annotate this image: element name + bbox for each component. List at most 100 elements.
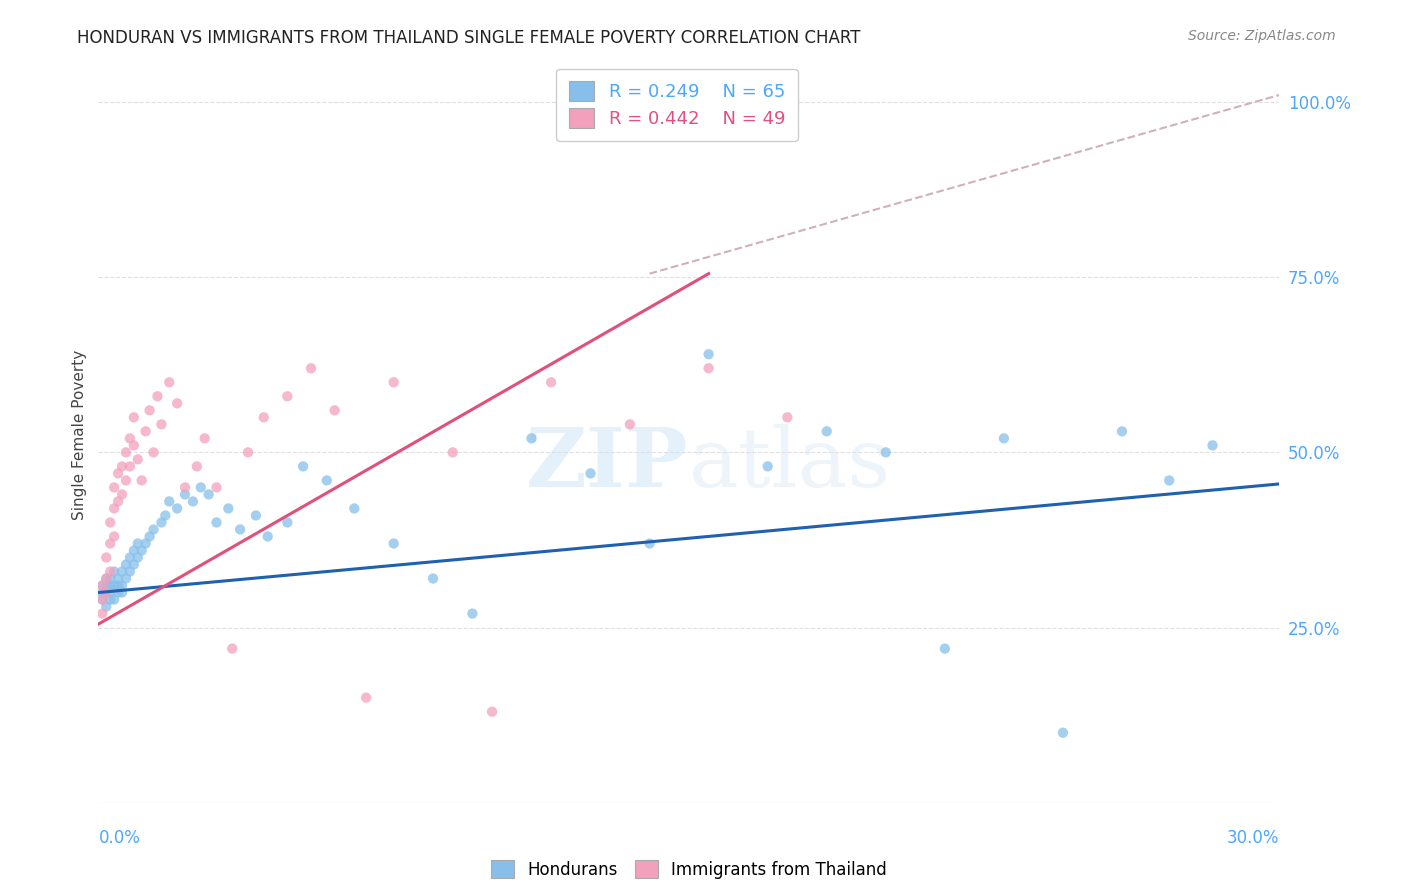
Point: [91, 578, 114, 592]
Point: [166, 396, 188, 410]
Point: [174, 487, 197, 501]
Point: [96, 572, 118, 586]
Point: [118, 431, 141, 445]
Point: [98, 536, 121, 550]
Point: [382, 376, 405, 390]
Point: [103, 592, 125, 607]
Point: [1159, 474, 1181, 488]
Point: [115, 445, 138, 459]
Point: [276, 389, 298, 403]
Point: [96, 578, 118, 592]
Point: [1201, 438, 1223, 452]
Point: [96, 585, 118, 599]
Point: [382, 536, 405, 550]
Legend: Hondurans, Immigrants from Thailand: Hondurans, Immigrants from Thailand: [482, 852, 896, 887]
Point: [1052, 725, 1074, 739]
Point: [323, 403, 346, 417]
Point: [111, 565, 134, 579]
Point: [122, 558, 145, 572]
Point: [111, 459, 134, 474]
Text: 30.0%: 30.0%: [1227, 829, 1279, 847]
Point: [103, 565, 125, 579]
Point: [142, 445, 165, 459]
Point: [127, 536, 149, 550]
Point: [96, 572, 118, 586]
Point: [756, 459, 779, 474]
Point: [122, 410, 145, 425]
Point: [115, 572, 138, 586]
Point: [197, 487, 219, 501]
Text: Source: ZipAtlas.com: Source: ZipAtlas.com: [1188, 29, 1336, 43]
Point: [107, 585, 129, 599]
Point: [292, 459, 315, 474]
Point: [138, 403, 160, 417]
Point: [520, 431, 543, 445]
Point: [1111, 425, 1133, 439]
Point: [118, 550, 141, 565]
Point: [934, 641, 956, 656]
Point: [131, 474, 153, 488]
Point: [91, 607, 114, 621]
Point: [96, 585, 118, 599]
Point: [315, 474, 337, 488]
Point: [98, 585, 121, 599]
Point: [96, 550, 118, 565]
Point: [299, 361, 322, 376]
Point: [103, 480, 125, 494]
Point: [174, 480, 197, 494]
Point: [107, 572, 129, 586]
Point: [481, 705, 503, 719]
Point: [91, 592, 114, 607]
Point: [245, 508, 267, 523]
Point: [135, 425, 157, 439]
Point: [135, 536, 157, 550]
Point: [190, 480, 212, 494]
Point: [146, 389, 169, 403]
Point: [461, 607, 484, 621]
Point: [111, 585, 134, 599]
Point: [115, 474, 138, 488]
Point: [150, 516, 173, 530]
Point: [150, 417, 173, 432]
Point: [236, 445, 259, 459]
Text: HONDURAN VS IMMIGRANTS FROM THAILAND SINGLE FEMALE POVERTY CORRELATION CHART: HONDURAN VS IMMIGRANTS FROM THAILAND SIN…: [77, 29, 860, 46]
Point: [103, 501, 125, 516]
Point: [127, 452, 149, 467]
Point: [186, 459, 208, 474]
Point: [107, 578, 129, 592]
Point: [142, 523, 165, 537]
Point: [221, 641, 243, 656]
Point: [166, 501, 188, 516]
Point: [697, 361, 720, 376]
Point: [217, 501, 239, 516]
Point: [697, 347, 720, 361]
Point: [815, 425, 838, 439]
Point: [91, 585, 114, 599]
Point: [205, 516, 228, 530]
Point: [131, 543, 153, 558]
Point: [422, 572, 444, 586]
Point: [253, 410, 276, 425]
Point: [103, 578, 125, 592]
Point: [96, 599, 118, 614]
Point: [194, 431, 217, 445]
Text: 0.0%: 0.0%: [98, 829, 141, 847]
Point: [91, 592, 114, 607]
Point: [103, 529, 125, 543]
Point: [157, 494, 180, 508]
Point: [98, 516, 121, 530]
Point: [205, 480, 228, 494]
Point: [256, 529, 278, 543]
Point: [98, 578, 121, 592]
Point: [111, 578, 134, 592]
Point: [118, 565, 141, 579]
Point: [276, 516, 298, 530]
Point: [343, 501, 366, 516]
Point: [111, 487, 134, 501]
Point: [993, 431, 1015, 445]
Point: [875, 445, 897, 459]
Point: [354, 690, 377, 705]
Point: [122, 543, 145, 558]
Point: [98, 572, 121, 586]
Point: [638, 536, 661, 550]
